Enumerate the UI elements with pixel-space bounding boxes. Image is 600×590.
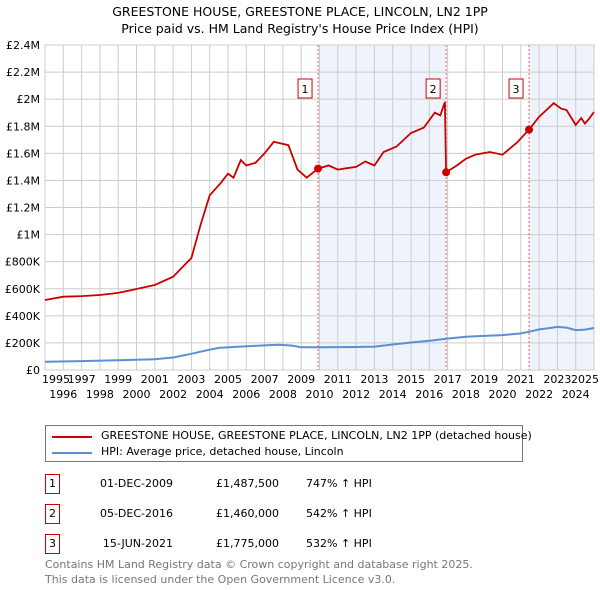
x-tick-label: 2014 — [379, 388, 407, 401]
transaction-price: £1,487,500 — [216, 477, 279, 490]
sale-label-box — [508, 78, 524, 99]
x-tick-label: 1999 — [104, 373, 132, 386]
transaction-price: £1,775,000 — [216, 537, 279, 550]
x-tick-label: 2007 — [251, 373, 279, 386]
transaction-row: 1 01-DEC-2009 £1,487,500 747% ↑ HPI — [45, 474, 445, 494]
x-tick-label: 2008 — [269, 388, 297, 401]
x-tick-label: 2009 — [287, 373, 315, 386]
transaction-date: 15-JUN-2021 — [102, 537, 173, 550]
y-tick-label: £1M — [17, 229, 41, 242]
x-tick-label: 2022 — [525, 388, 553, 401]
transaction-hpi: 747% ↑ HPI — [306, 477, 372, 490]
x-tick-label: 2001 — [141, 373, 169, 386]
chart-svg: 1995 1996 1997 1998 1999 2000 2001 2002 2003 2004… — [5, 39, 599, 401]
x-tick-label: 2010 — [306, 388, 334, 401]
x-tick-label: 2015 — [397, 373, 425, 386]
x-tick-label: 2013 — [360, 373, 388, 386]
legend-swatch-red — [52, 436, 92, 438]
chart-title: GREESTONE HOUSE, GREESTONE PLACE, LINCOL… — [112, 4, 488, 19]
plot-frame — [44, 44, 595, 371]
transaction-date: 01-DEC-2009 — [99, 477, 173, 490]
x-tick-label: 1998 — [86, 388, 114, 401]
transaction-hpi: 542% ↑ HPI — [306, 507, 372, 520]
sale-label-box — [425, 78, 441, 99]
sale-point — [442, 168, 451, 177]
x-tick-label: 1995 — [42, 373, 70, 386]
sale-label: 2 — [430, 83, 437, 96]
x-tick-label: 2021 — [507, 373, 535, 386]
y-tick-label: £1.2M — [6, 202, 40, 215]
footer-copyright: Contains HM Land Registry data © Crown c… — [45, 558, 473, 571]
x-tick-label: 2005 — [214, 373, 242, 386]
y-tick-label: £0 — [26, 364, 40, 377]
legend-swatch-blue — [52, 452, 92, 454]
transaction-number: 2 — [45, 504, 60, 524]
transaction-number: 3 — [45, 534, 60, 554]
transaction-row: 3 15-JUN-2021 £1,775,000 532% ↑ HPI — [45, 534, 445, 554]
x-tick-label: 2012 — [342, 388, 370, 401]
x-tick-label: 2019 — [470, 373, 498, 386]
y-tick-label: £800K — [5, 256, 41, 269]
x-tick-label: 2016 — [415, 388, 443, 401]
legend-label: GREESTONE HOUSE, GREESTONE PLACE, LINCOL… — [101, 429, 532, 442]
x-tick-label: 2006 — [232, 388, 260, 401]
transaction-price: £1,460,000 — [216, 507, 279, 520]
legend-label: HPI: Average price, detached house, Linc… — [101, 445, 344, 458]
sale-point — [314, 164, 323, 173]
transaction-number: 1 — [45, 474, 60, 494]
legend: GREESTONE HOUSE, GREESTONE PLACE, LINCOL… — [45, 425, 532, 462]
y-tick-label: £2.2M — [6, 66, 40, 79]
x-tick-label: 2024 — [562, 388, 590, 401]
y-tick-label: £200K — [5, 337, 41, 350]
transaction-row: 2 05-DEC-2016 £1,460,000 542% ↑ HPI — [45, 504, 445, 524]
x-tick-label: 2000 — [123, 388, 151, 401]
y-tick-label: £1.6M — [6, 147, 40, 160]
sale-label: 1 — [302, 83, 309, 96]
footer-licence: This data is licensed under the Open Gov… — [45, 573, 396, 586]
x-tick-label: 2003 — [177, 373, 205, 386]
x-tick-label: 1997 — [68, 373, 96, 386]
price-paid-line — [44, 101, 595, 301]
x-tick-label: 2011 — [324, 373, 352, 386]
y-tick-label: £400K — [5, 310, 41, 323]
sale-label: 3 — [513, 83, 520, 96]
sale-point — [525, 125, 534, 134]
x-tick-label: 2018 — [452, 388, 480, 401]
y-tick-label: £1.8M — [6, 120, 40, 133]
x-tick-label: 2017 — [434, 373, 462, 386]
sale-label-box — [297, 78, 313, 99]
y-tick-label: £2M — [17, 93, 41, 106]
hpi-line — [44, 325, 595, 363]
x-tick-label: 2004 — [196, 388, 224, 401]
x-tick-label: 1996 — [49, 388, 77, 401]
x-tick-label: 2002 — [159, 388, 187, 401]
x-tick-label: 2023 — [543, 373, 571, 386]
x-tick-label: 2025 — [571, 373, 599, 386]
y-tick-label: £1.4M — [6, 174, 40, 187]
transaction-date: 05-DEC-2016 — [99, 507, 173, 520]
chart-subtitle: Price paid vs. HM Land Registry's House … — [121, 21, 479, 36]
x-tick-label: 2020 — [489, 388, 517, 401]
y-tick-label: £2.4M — [6, 39, 40, 52]
transaction-hpi: 532% ↑ HPI — [306, 537, 372, 550]
y-tick-label: £600K — [5, 283, 41, 296]
